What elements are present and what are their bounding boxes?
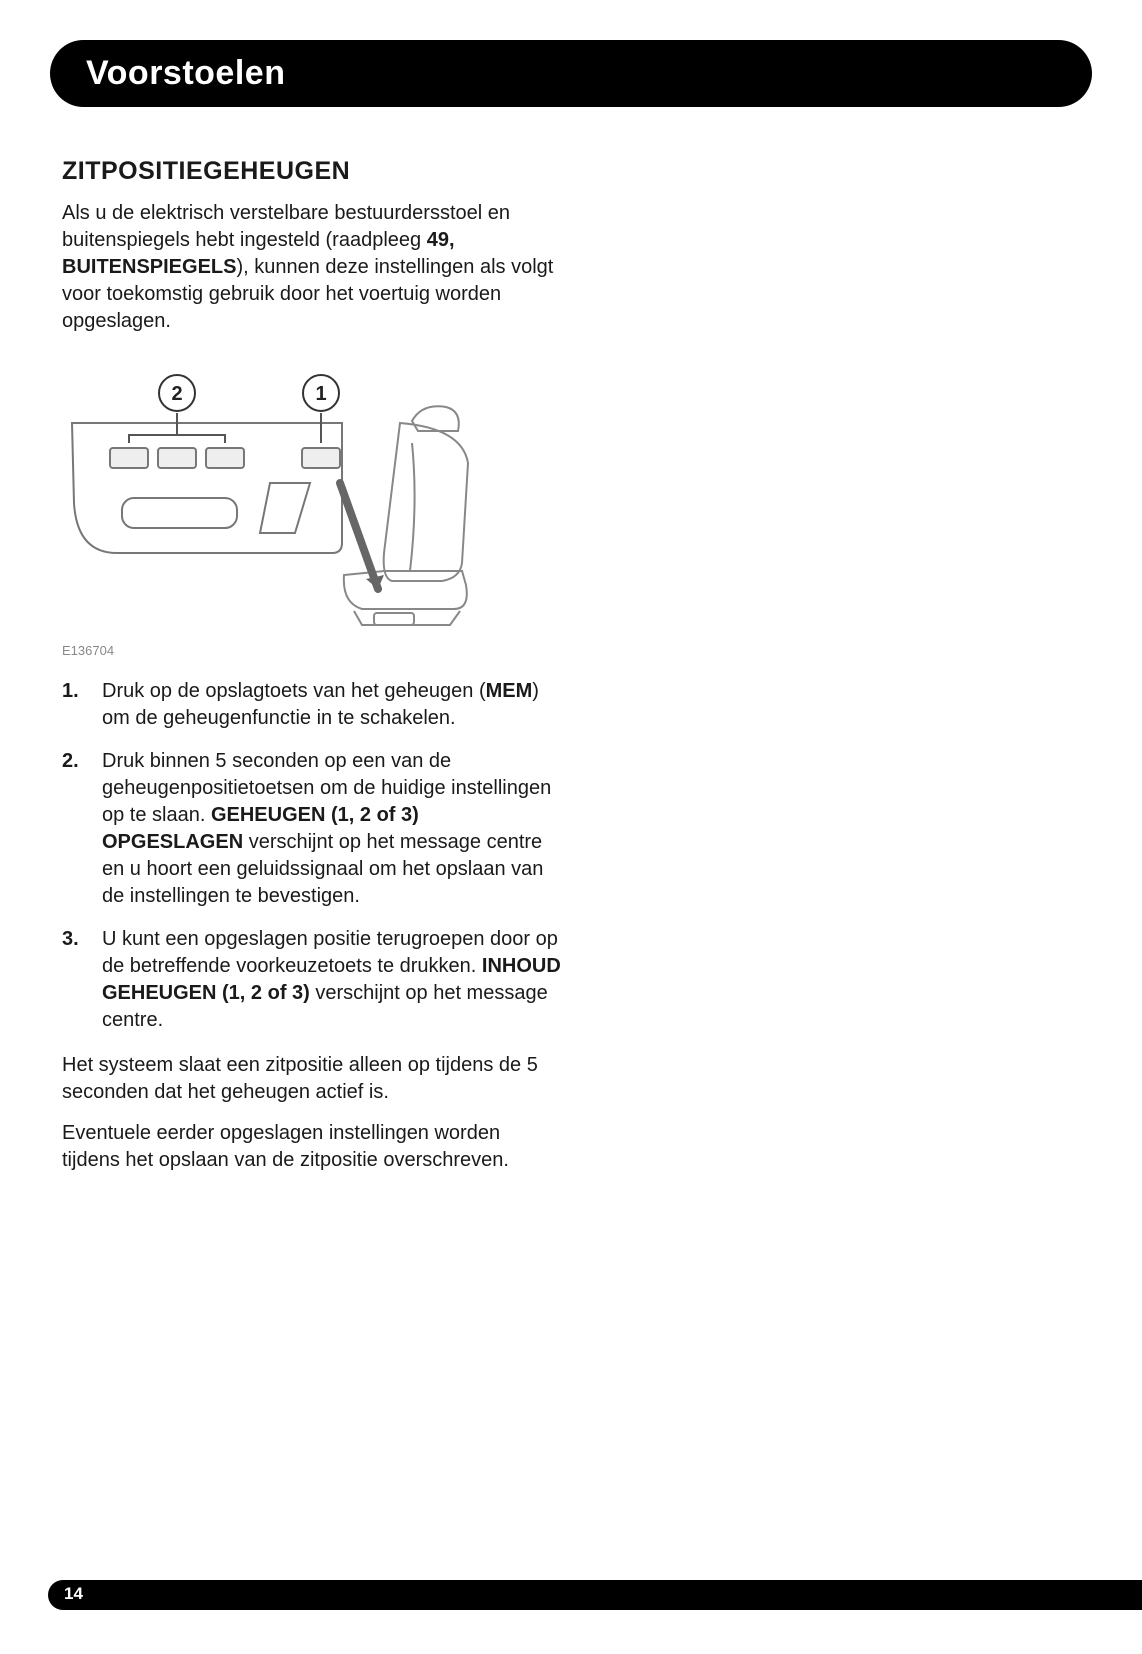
- trailing-paragraph-2: Eventuele eerder opgeslagen instellingen…: [62, 1120, 562, 1174]
- chapter-title: Voorstoelen: [86, 54, 285, 92]
- seat-memory-diagram: 2 1: [62, 353, 562, 633]
- step-text: Druk op de opslagtoets van het geheugen …: [102, 680, 486, 702]
- callout-1: 1: [315, 383, 326, 405]
- page-footer: 14: [48, 1580, 1142, 1610]
- content-column: ZITPOSITIEGEHEUGEN Als u de elektrisch v…: [62, 157, 562, 1174]
- section-heading: ZITPOSITIEGEHEUGEN: [62, 157, 562, 186]
- intro-paragraph: Als u de elektrisch verstelbare bestuurd…: [62, 200, 562, 335]
- step-bold: MEM: [486, 680, 533, 702]
- step-2: Druk binnen 5 seconden op een van de geh…: [62, 748, 562, 910]
- chapter-header: Voorstoelen: [50, 40, 1092, 107]
- callout-2: 2: [171, 383, 182, 405]
- steps-list: Druk op de opslagtoets van het geheugen …: [62, 678, 562, 1034]
- diagram-svg: 2 1: [62, 353, 502, 633]
- trailing-paragraph-1: Het systeem slaat een zitpositie alleen …: [62, 1052, 562, 1106]
- step-1: Druk op de opslagtoets van het geheugen …: [62, 678, 562, 732]
- page-root: Voorstoelen ZITPOSITIEGEHEUGEN Als u de …: [0, 0, 1142, 1654]
- diagram-ref: E136704: [62, 643, 562, 658]
- step-3: U kunt een opgeslagen positie terugroepe…: [62, 926, 562, 1034]
- page-number: 14: [64, 1584, 83, 1604]
